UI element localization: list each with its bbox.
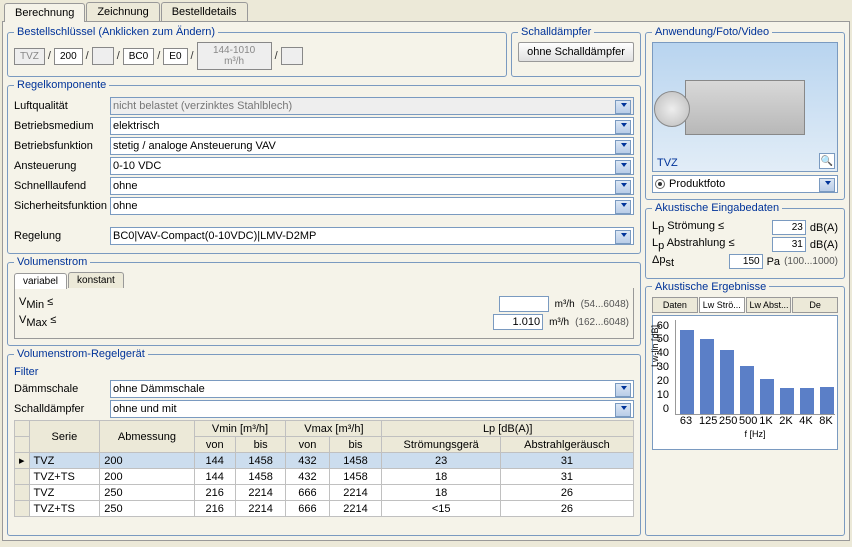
key-bc0[interactable]: BC0 [123, 48, 154, 65]
chart-bar [740, 366, 754, 414]
chart-bar [680, 330, 694, 414]
select-schalldaempfer[interactable]: ohne und mit [110, 400, 634, 418]
col-abmessung: Abmessung [100, 421, 194, 453]
vmin-unit: m³/h [555, 299, 575, 310]
vmin-range: (54...6048) [581, 299, 629, 310]
label-luftqualitaet: Luftqualität [14, 100, 106, 112]
select-ansteuerung[interactable]: 0-10 VDC [110, 157, 634, 175]
key-7[interactable] [281, 47, 303, 65]
tab-bestelldetails[interactable]: Bestelldetails [161, 2, 248, 21]
lp-abstrahlung-label: Lp Abstrahlung ≤ [652, 237, 768, 252]
result-tab-lw-abst[interactable]: Lw Abst... [746, 297, 792, 313]
lp-stroemung-label: Lp Strömung ≤ [652, 220, 768, 235]
select-luftqualitaet[interactable]: nicht belastet (verzinktes Stahlblech) [110, 97, 634, 115]
volumenstrom-legend: Volumenstrom [14, 256, 90, 268]
result-tab-daten[interactable]: Daten [652, 297, 698, 313]
table-row[interactable]: TVZ+TS25021622146662214<1526 [15, 501, 634, 517]
key-3[interactable] [92, 47, 114, 65]
lp-abstrahlung-unit: dB(A) [810, 239, 838, 251]
chart-x-tick: 250 [719, 415, 733, 427]
label-schalldaempfer: Schalldämpfer [14, 403, 106, 415]
chart-x-tick: 1K [759, 415, 773, 427]
select-schnelllaufend[interactable]: ohne [110, 177, 634, 195]
vmax-label: VMax ≤ [19, 314, 59, 329]
ak-result-legend: Akustische Ergebnisse [652, 281, 769, 293]
vmax-unit: m³/h [549, 317, 569, 328]
select-regelung[interactable]: BC0|VAV-Compact(0-10VDC)|LMV-D2MP [110, 227, 634, 245]
vmin-label: VMin ≤ [19, 296, 59, 311]
chart-bar [720, 350, 734, 413]
col-serie: Serie [29, 421, 100, 453]
chart-bar [700, 339, 714, 413]
label-sicherheit: Sicherheitsfunktion [14, 200, 106, 212]
vol-tab-konstant[interactable]: konstant [68, 272, 124, 288]
regel-legend: Regelkomponente [14, 79, 109, 91]
lp-stroemung-unit: dB(A) [810, 222, 838, 234]
label-schnelllaufend: Schnelllaufend [14, 180, 106, 192]
dp-input[interactable] [729, 254, 763, 269]
chart-bar [820, 387, 834, 414]
tab-zeichnung[interactable]: Zeichnung [86, 2, 159, 21]
regelgeraet-legend: Volumenstrom-Regelgerät [14, 348, 148, 360]
select-betriebsfunktion[interactable]: stetig / analoge Ansteuerung VAV [110, 137, 634, 155]
chart-xlabel: f [Hz] [675, 429, 835, 439]
chart-x-tick: 63 [679, 415, 693, 427]
vmax-input[interactable] [493, 314, 543, 330]
damper-button[interactable]: ohne Schalldämpfer [518, 42, 634, 62]
acoustic-chart: Lw-lin [dB] 6050403020100 631252505001K2… [652, 315, 838, 450]
lp-stroemung-input[interactable] [772, 220, 806, 235]
chart-x-tick: 8K [819, 415, 833, 427]
label-betriebsmedium: Betriebsmedium [14, 120, 106, 132]
order-key-legend: Bestellschlüssel (Anklicken zum Ändern) [14, 26, 218, 38]
label-regelung: Regelung [14, 230, 106, 242]
select-media-type[interactable]: Produktfoto [652, 175, 838, 193]
chart-x-tick: 4K [799, 415, 813, 427]
result-tab-de[interactable]: De [792, 297, 838, 313]
chart-x-tick: 2K [779, 415, 793, 427]
vmax-range: (162...6048) [575, 317, 629, 328]
tab-berechnung[interactable]: Berechnung [4, 3, 85, 22]
chart-x-tick: 125 [699, 415, 713, 427]
col-vmax: Vmax [m³/h] [286, 421, 382, 437]
image-caption: TVZ [657, 157, 678, 169]
chart-bar [800, 388, 814, 413]
table-row[interactable]: TVZ250216221466622141826 [15, 485, 634, 501]
result-tab-lw-stroe[interactable]: Lw Strö... [699, 297, 745, 313]
ak-input-legend: Akustische Eingabedaten [652, 202, 782, 214]
lp-abstrahlung-input[interactable] [772, 237, 806, 252]
select-betriebsmedium[interactable]: elektrisch [110, 117, 634, 135]
select-sicherheit[interactable]: ohne [110, 197, 634, 215]
select-daemmschale[interactable]: ohne Dämmschale [110, 380, 634, 398]
key-flow[interactable]: 144-1010 m³/h [197, 42, 272, 70]
table-row[interactable]: TVZ+TS200144145843214581831 [15, 469, 634, 485]
col-vmin: Vmin [m³/h] [194, 421, 286, 437]
vol-tab-variabel[interactable]: variabel [14, 273, 67, 289]
chart-bar [780, 388, 794, 413]
product-image: TVZ 🔍 [652, 42, 838, 172]
label-betriebsfunktion: Betriebsfunktion [14, 140, 106, 152]
media-legend: Anwendung/Foto/Video [652, 26, 772, 38]
chart-x-tick: 500 [739, 415, 753, 427]
key-size[interactable]: 200 [54, 48, 83, 65]
vmin-input[interactable] [499, 296, 549, 312]
table-row[interactable]: ▸TVZ200144145843214582331 [15, 453, 634, 469]
damper-legend: Schalldämpfer [518, 26, 594, 38]
key-e0[interactable]: E0 [163, 48, 187, 65]
results-table[interactable]: Serie Abmessung Vmin [m³/h] Vmax [m³/h] … [14, 420, 634, 517]
col-lp: Lp [dB(A)] [382, 421, 634, 437]
dp-range: (100...1000) [784, 256, 838, 267]
zoom-icon[interactable]: 🔍 [819, 153, 835, 169]
filter-sublabel: Filter [14, 366, 634, 378]
dp-unit: Pa [767, 256, 780, 268]
chart-bar [760, 379, 774, 414]
label-daemmschale: Dämmschale [14, 383, 106, 395]
label-ansteuerung: Ansteuerung [14, 160, 106, 172]
dp-label: Δpst [652, 254, 725, 269]
key-type[interactable]: TVZ [14, 48, 45, 65]
